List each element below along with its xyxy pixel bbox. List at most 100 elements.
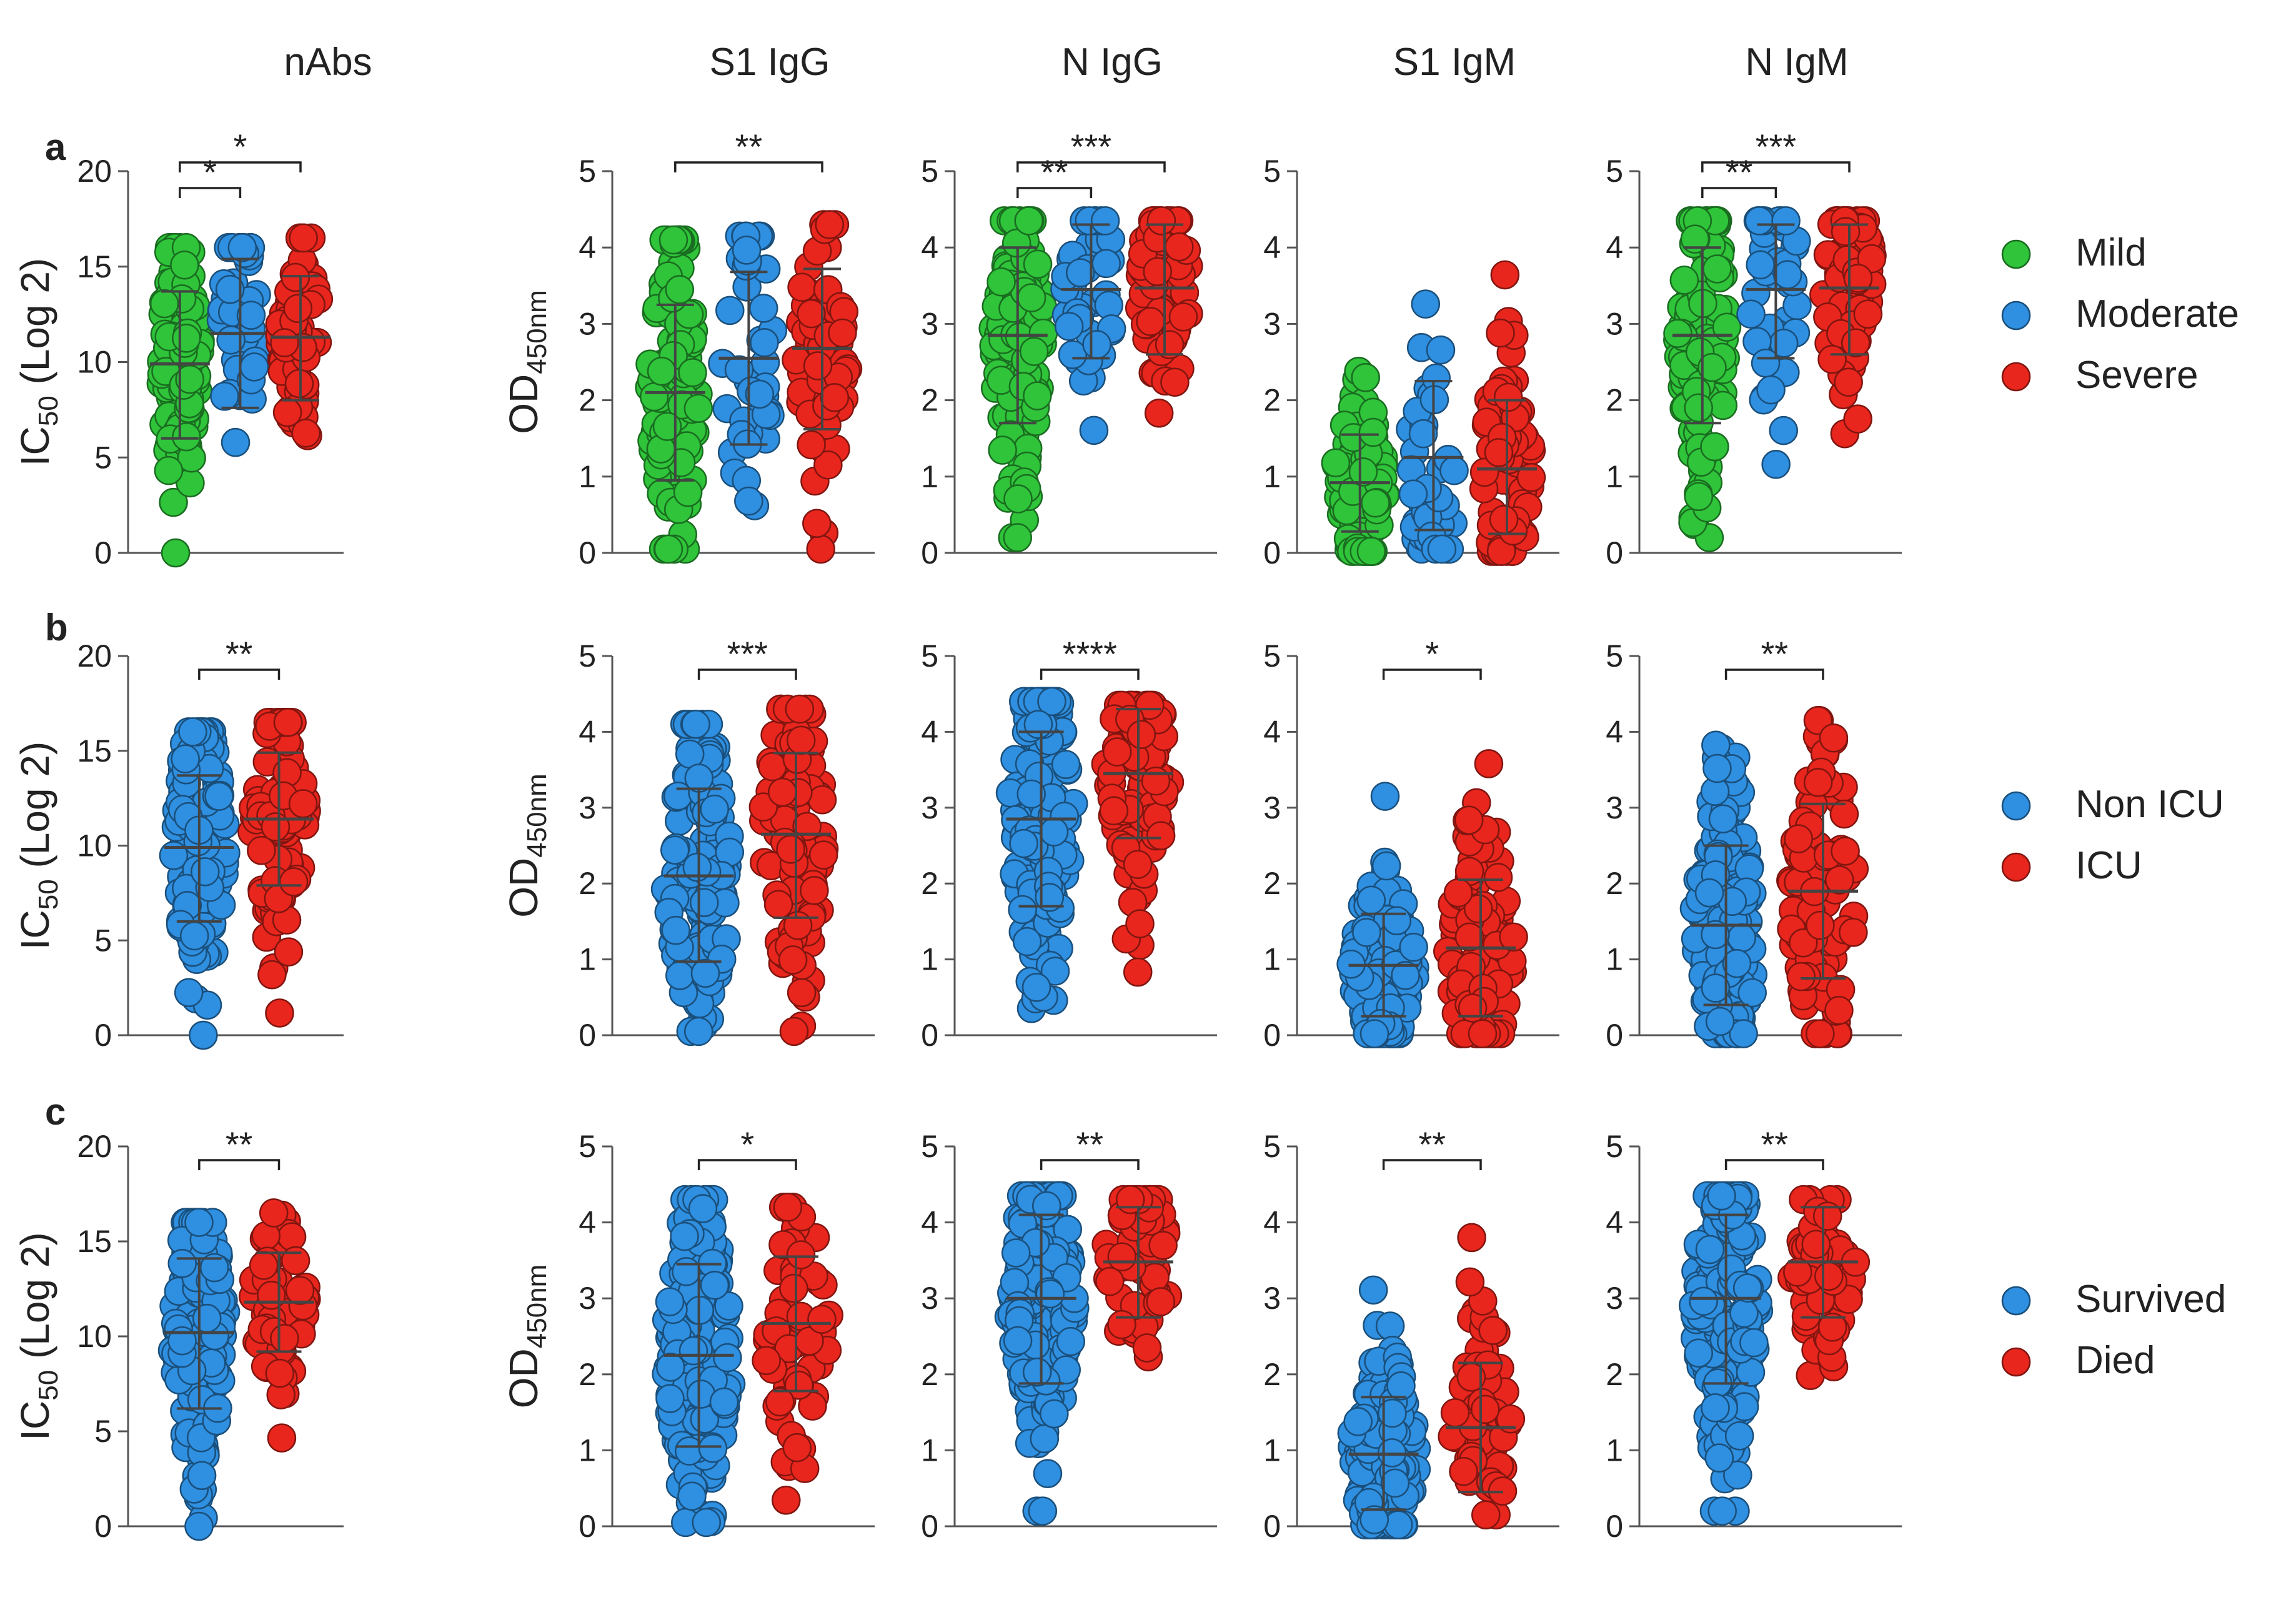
panel-a-nabs: 0 5 10 15 20 IC50 (Log 2) * *	[12, 127, 344, 570]
y-axis-label-subscript: 50	[33, 1370, 64, 1401]
data-point	[690, 958, 720, 988]
group-moderate	[206, 232, 274, 457]
data-point	[149, 289, 179, 319]
data-point	[655, 1287, 685, 1316]
data-point	[154, 455, 184, 485]
data-point	[1834, 367, 1863, 397]
y-tick-label: 10	[77, 828, 112, 863]
panel-label-b: b	[45, 607, 68, 648]
y-tick-label: 4	[1263, 230, 1281, 265]
data-point	[172, 422, 201, 452]
legend-label: Severe	[2075, 354, 2198, 397]
data-point	[1474, 749, 1504, 778]
y-tick-label: 3	[921, 1281, 938, 1316]
data-point	[670, 1221, 699, 1251]
data-point	[807, 785, 837, 815]
data-point	[1669, 266, 1699, 295]
data-point	[672, 1257, 701, 1286]
y-tick-label: 5	[921, 639, 938, 673]
data-point	[692, 1508, 721, 1538]
panel-b-s1-igg: 0 1 2 3 4 5 OD450nm ***	[501, 634, 875, 1053]
significance-bracket: *	[1382, 634, 1482, 680]
data-point	[1107, 1309, 1136, 1339]
data-point	[988, 435, 1017, 465]
significance-bracket: **	[674, 127, 823, 172]
significance-bracket: *	[179, 152, 242, 198]
data-point	[1148, 1231, 1178, 1260]
group-mild	[146, 232, 215, 568]
group-severe	[1125, 206, 1203, 428]
significance-stars: *	[1425, 634, 1439, 673]
significance-stars: **	[1076, 1125, 1104, 1164]
y-tick-label: 15	[77, 249, 112, 284]
y-tick-label: 5	[1263, 154, 1281, 189]
data-point	[1054, 312, 1084, 341]
group-died	[1438, 1223, 1526, 1530]
group-mild	[978, 206, 1058, 552]
data-point	[1352, 918, 1381, 947]
y-axis-label-suffix: (Log 2)	[12, 258, 57, 396]
y-tick-label: 3	[921, 790, 938, 825]
data-point	[1356, 537, 1386, 566]
data-point	[1351, 363, 1380, 392]
data-point	[1729, 1019, 1758, 1048]
legend-label: Mild	[2075, 231, 2147, 274]
y-tick-label: 2	[1606, 383, 1623, 418]
y-tick-label: 15	[77, 1224, 112, 1259]
y-tick-label: 15	[77, 733, 112, 768]
group-icu	[237, 707, 321, 1028]
group-survived	[1678, 1181, 1774, 1526]
data-point	[270, 328, 299, 357]
y-axis-label: IC50 (Log 2)	[12, 258, 64, 467]
group-survived	[652, 1185, 746, 1538]
data-point	[1028, 1496, 1058, 1526]
group-non-icu	[650, 710, 745, 1046]
data-point	[734, 486, 763, 516]
y-axis-label: OD450nm	[501, 290, 552, 434]
y-axis-label-subscript: 450nm	[522, 1265, 552, 1349]
data-point	[1391, 961, 1420, 990]
y-tick-label: 2	[1263, 1357, 1281, 1392]
y-tick-label: 2	[921, 383, 938, 418]
group-severe	[1809, 206, 1887, 449]
data-point	[1399, 932, 1428, 962]
data-point	[1370, 782, 1400, 811]
y-tick-label: 0	[1263, 1509, 1281, 1544]
data-point	[1843, 404, 1872, 434]
data-point	[1146, 1287, 1175, 1316]
data-point	[1680, 224, 1710, 254]
group-severe	[1469, 260, 1546, 566]
column-title-n-igg: N IgG	[1061, 41, 1163, 84]
data-point	[665, 961, 695, 990]
data-point	[1772, 260, 1802, 289]
data-point	[1457, 1223, 1486, 1253]
data-point	[184, 1208, 214, 1237]
data-point	[758, 752, 787, 782]
data-point	[683, 1016, 713, 1046]
data-point	[1782, 291, 1812, 321]
column-title-s1-igm: S1 IgM	[1393, 41, 1516, 84]
data-point	[688, 1194, 718, 1223]
panel-b-nabs: 0 5 10 15 20 IC50 (Log 2) **	[12, 634, 344, 1053]
data-point	[1079, 415, 1109, 445]
y-tick-label: 3	[579, 1281, 596, 1316]
data-point	[1143, 257, 1172, 287]
y-tick-label: 2	[1263, 866, 1281, 901]
data-point	[1411, 289, 1441, 319]
data-point	[1478, 1316, 1508, 1345]
data-point	[1136, 307, 1165, 336]
data-point	[274, 937, 304, 967]
data-point	[1817, 1313, 1847, 1342]
data-point	[1155, 330, 1185, 359]
data-point	[1380, 1468, 1410, 1498]
significance-line	[1016, 187, 1093, 198]
data-point	[661, 915, 690, 945]
data-point	[1016, 283, 1046, 312]
data-point	[1786, 962, 1816, 991]
significance-stars: **	[226, 1125, 253, 1164]
data-point	[270, 1324, 299, 1353]
data-point	[1737, 978, 1767, 1008]
significance-line	[1382, 1159, 1482, 1170]
y-tick-label: 20	[77, 639, 112, 673]
